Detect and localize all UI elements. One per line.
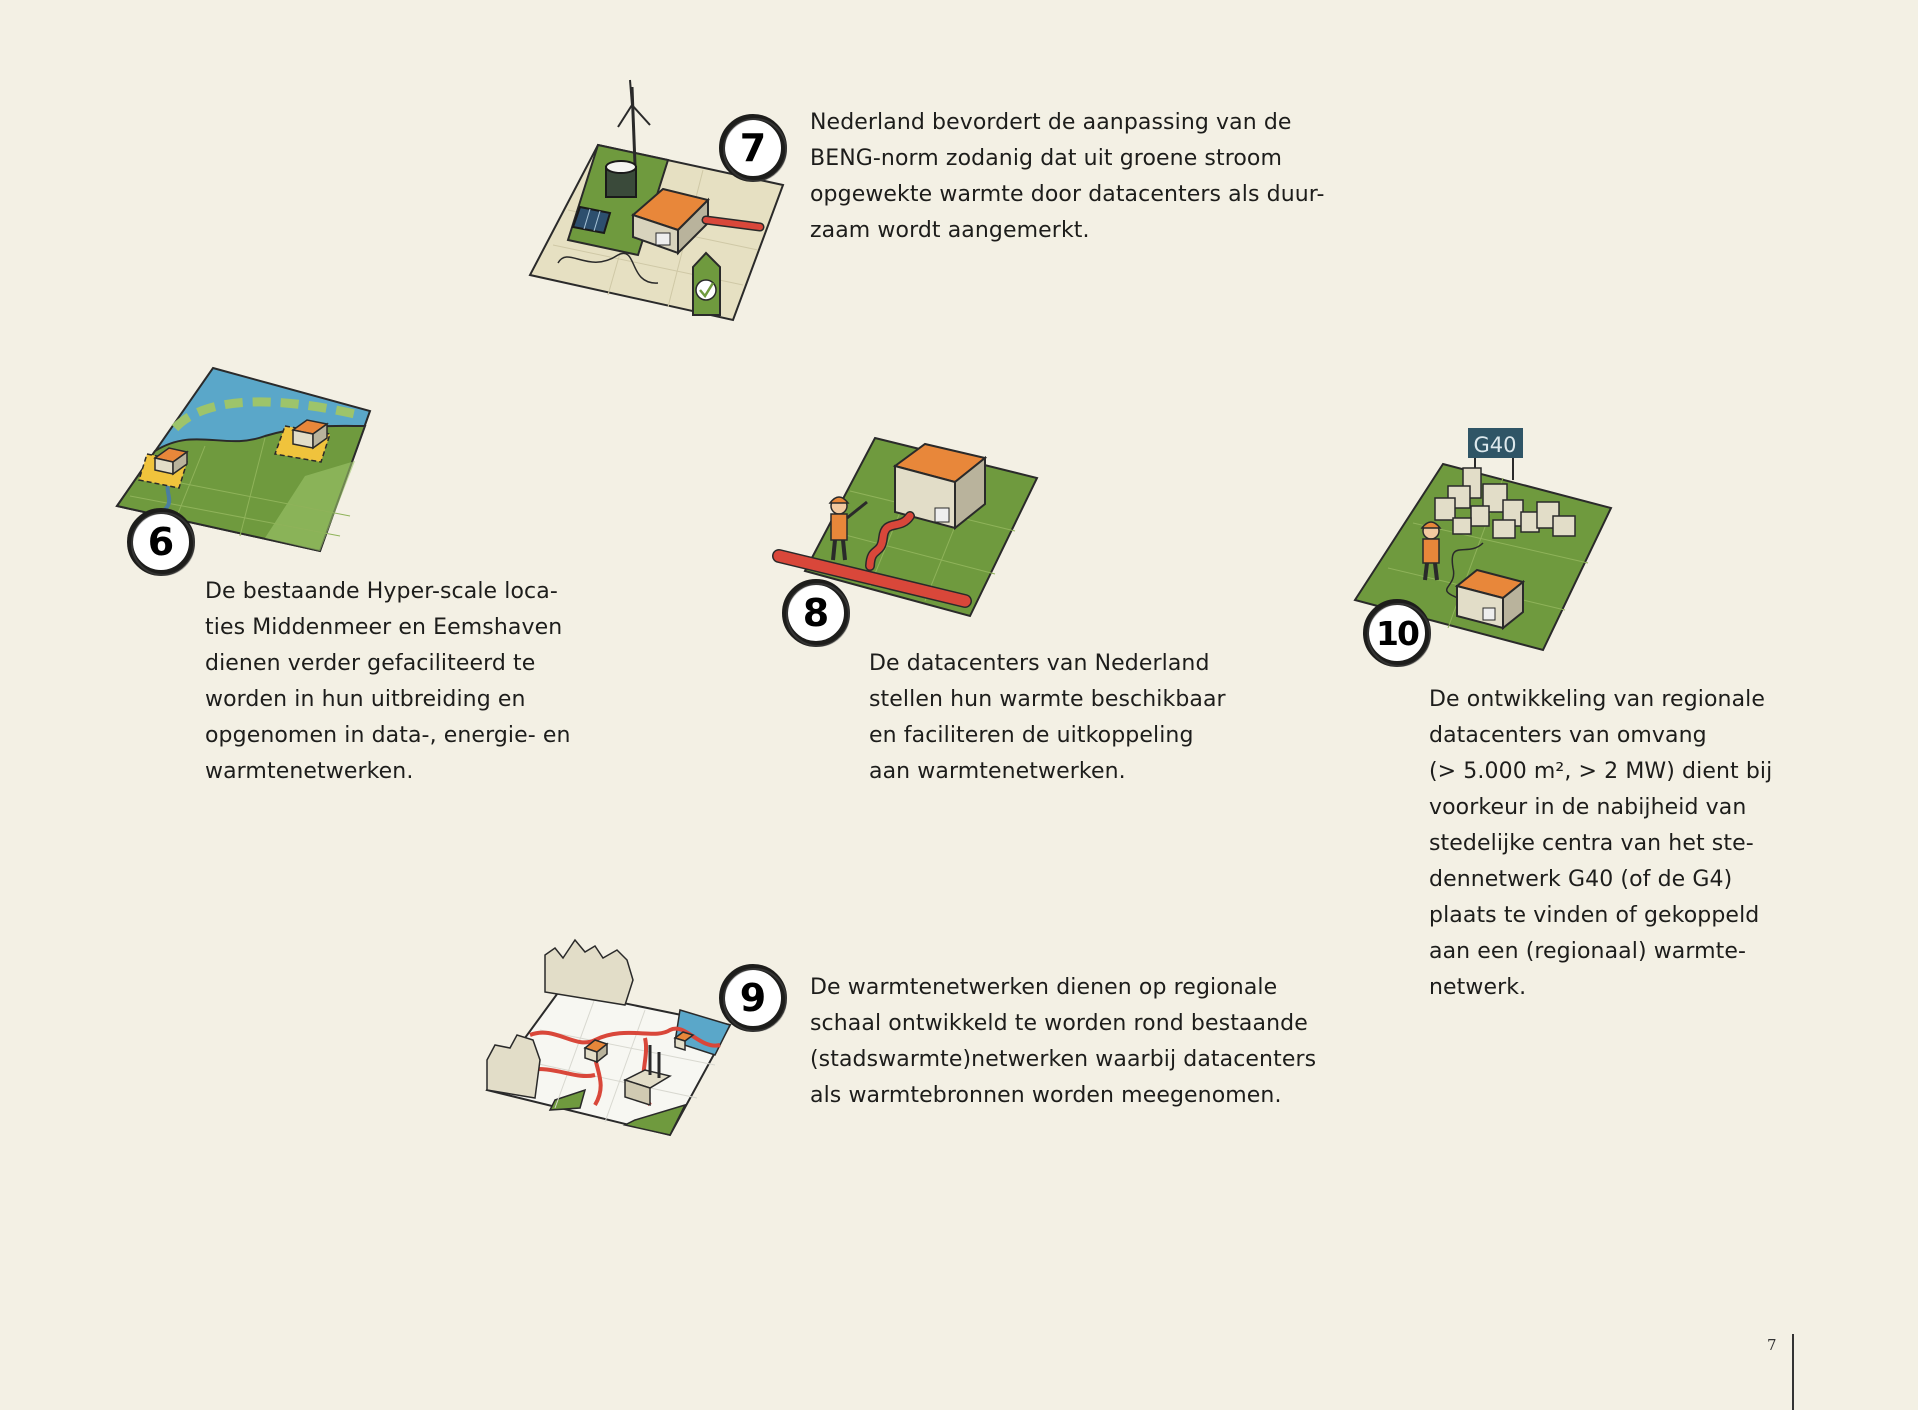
- item-7-number: 7: [740, 126, 766, 170]
- item-9-text: De warmtenetwerken dienen op regionale s…: [810, 970, 1316, 1114]
- item-6-text: De bestaande Hyper-scale loca- ties Midd…: [205, 574, 571, 790]
- item-10-line: aan een (regionaal) warmte-: [1429, 939, 1747, 964]
- item-10-line: stedelijke centra van het ste-: [1429, 831, 1754, 856]
- item-6-line: De bestaande Hyper-scale loca-: [205, 579, 558, 604]
- item-10-line: De ontwikkeling van regionale: [1429, 687, 1766, 712]
- item-10-line: netwerk.: [1429, 975, 1527, 1000]
- item-10-line: plaats te vinden of gekoppeld: [1429, 903, 1760, 928]
- item-8-line: De datacenters van Nederland: [869, 651, 1210, 676]
- item-10-illustration: G40: [1353, 428, 1613, 653]
- item-8-illustration: [772, 436, 1045, 626]
- item-10-line: (> 5.000 m², > 2 MW) dient bij: [1429, 759, 1773, 784]
- item-10-line: datacenters van omvang: [1429, 723, 1707, 748]
- item-9-number: 9: [740, 976, 766, 1020]
- city-heat-network-icon: [485, 938, 732, 1137]
- item-10-number: 10: [1376, 614, 1419, 653]
- item-6-line: opgenomen in data-, energie- en: [205, 723, 571, 748]
- item-7-text: Nederland bevordert de aanpassing van de…: [810, 105, 1325, 249]
- item-10-text: De ontwikkeling van regionale datacenter…: [1429, 682, 1772, 1006]
- item-9-line: schaal ontwikkeld te worden rond bestaan…: [810, 1011, 1308, 1036]
- g40-sign: G40: [1474, 433, 1517, 457]
- item-6-line: dienen verder gefaciliteerd te: [205, 651, 536, 676]
- item-8-text: De datacenters van Nederland stellen hun…: [869, 646, 1226, 790]
- item-10-line: voorkeur in de nabijheid van: [1429, 795, 1747, 820]
- item-7-line: BENG-norm zodanig dat uit groene stroom: [810, 146, 1283, 171]
- datacenter-heat-pipe-worker-icon: [772, 436, 1039, 618]
- green-energy-datacenter-certified-icon: [528, 79, 785, 322]
- item-9-line: als warmtebronnen worden meegenomen.: [810, 1083, 1282, 1108]
- item-9-illustration: [485, 930, 745, 1140]
- item-6-number: 6: [148, 520, 174, 564]
- item-9-line: De warmtenetwerken dienen op regionale: [810, 975, 1278, 1000]
- item-8-line: stellen hun warmte beschikbaar: [869, 687, 1226, 712]
- item-7-line: zaam wordt aangemerkt.: [810, 218, 1090, 243]
- item-7-number-badge: 7: [718, 113, 788, 183]
- item-10-line: dennetwerk G40 (of de G4): [1429, 867, 1733, 892]
- item-7-illustration: [528, 79, 788, 325]
- item-6-line: worden in hun uitbreiding en: [205, 687, 526, 712]
- item-6-line: warmtenetwerken.: [205, 759, 414, 784]
- page-divider: [1792, 1334, 1794, 1410]
- page-number: 7: [1767, 1336, 1777, 1354]
- item-6-line: ties Middenmeer en Eemshaven: [205, 615, 563, 640]
- item-7-line: opgewekte warmte door datacenters als du…: [810, 182, 1325, 207]
- item-6-number-badge: 6: [126, 507, 196, 577]
- item-10-number-badge: 10: [1362, 598, 1432, 668]
- item-8-line: en faciliteren de uitkoppeling: [869, 723, 1194, 748]
- item-8-number-badge: 8: [781, 578, 851, 648]
- item-9-number-badge: 9: [718, 963, 788, 1033]
- city-g40-regional-datacenter-icon: G40: [1353, 428, 1613, 652]
- item-9-line: (stadswarmte)netwerken waarbij datacente…: [810, 1047, 1317, 1072]
- item-8-number: 8: [803, 591, 829, 635]
- item-8-line: aan warmtenetwerken.: [869, 759, 1126, 784]
- item-7-line: Nederland bevordert de aanpassing van de: [810, 110, 1292, 135]
